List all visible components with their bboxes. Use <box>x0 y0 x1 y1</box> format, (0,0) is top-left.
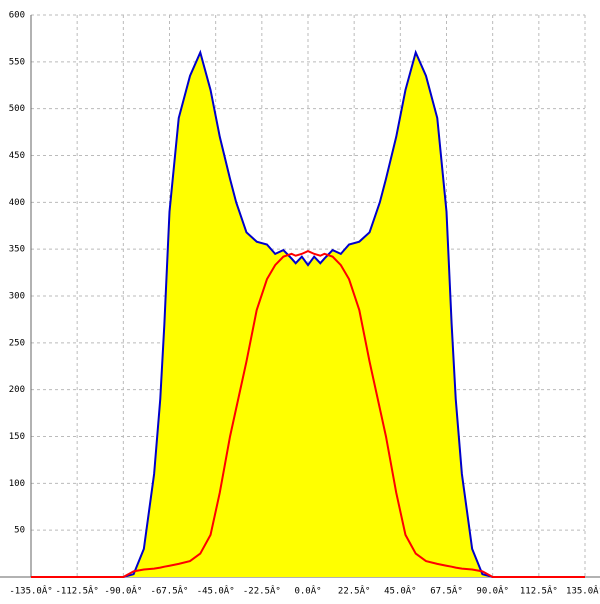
x-tick-label: 112.5Â° <box>520 585 558 597</box>
y-tick-label: 300 <box>9 292 25 302</box>
area-outline <box>123 49 493 578</box>
x-tick-label: -22.5Â° <box>243 585 281 597</box>
y-tick-label: 350 <box>9 245 25 255</box>
y-tick-label: 200 <box>9 385 25 395</box>
y-tick-label: 150 <box>9 432 25 442</box>
x-tick-label: 135.0Â° <box>566 585 600 597</box>
y-tick-label: 50 <box>14 526 25 536</box>
x-tick-label: -112.5Â° <box>55 585 98 597</box>
x-tick-label: 67.5Â° <box>430 585 463 597</box>
x-tick-label: -67.5Â° <box>151 585 189 597</box>
x-tick-label: 0.0Â° <box>294 585 321 597</box>
y-tick-label: 400 <box>9 198 25 208</box>
x-tick-label: -45.0Â° <box>197 585 235 597</box>
y-tick-label: 600 <box>9 11 25 21</box>
y-tick-label: 450 <box>9 151 25 161</box>
y-tick-label: 250 <box>9 338 25 348</box>
line <box>31 249 585 578</box>
y-tick-label: 550 <box>9 57 25 67</box>
x-tick-label: -90.0Â° <box>104 585 142 597</box>
x-tick-label: 22.5Â° <box>338 585 371 597</box>
x-tick-label: -135.0Â° <box>9 585 52 597</box>
x-tick-label: 90.0Â° <box>476 585 509 597</box>
y-tick-label: 100 <box>9 479 25 489</box>
area-fill <box>123 52 493 577</box>
y-tick-label: 500 <box>9 104 25 114</box>
x-tick-label: 45.0Â° <box>384 585 417 597</box>
